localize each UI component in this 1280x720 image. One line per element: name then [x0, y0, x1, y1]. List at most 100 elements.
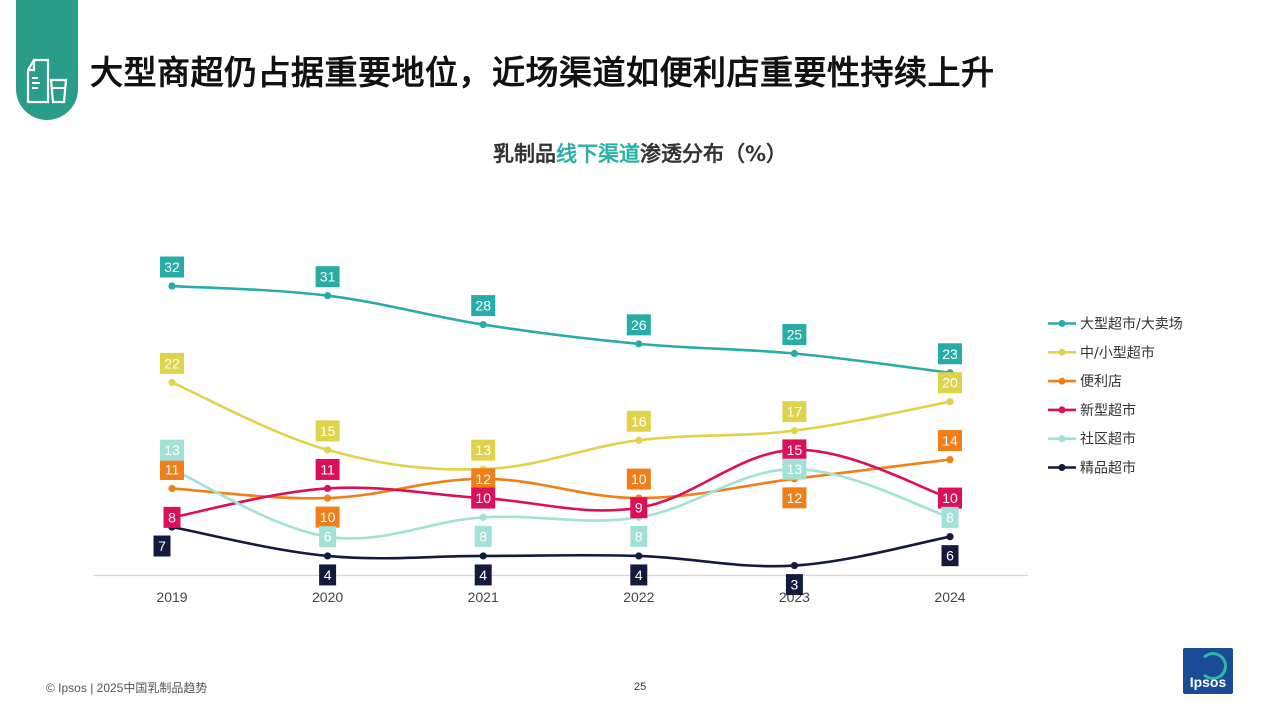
data-label-text: 8 — [479, 528, 487, 544]
data-label: 8 — [941, 506, 959, 528]
data-label-text: 31 — [320, 269, 336, 285]
data-label-text: 12 — [787, 490, 803, 506]
data-label-box — [782, 324, 807, 345]
data-label-text: 26 — [631, 317, 647, 333]
data-point — [324, 552, 332, 560]
legend-item: 大型超市/大卖场 — [1048, 316, 1183, 333]
data-label: 4 — [474, 564, 492, 586]
data-label-box — [938, 372, 962, 394]
data-point — [168, 282, 176, 290]
series-line — [170, 458, 952, 500]
data-label-text: 13 — [787, 461, 803, 477]
data-labels: 32 31 28 26 25 23 22 15 13 16 17 20 11 10 12 10 12 14 8 11 1… — [153, 256, 962, 596]
data-label-box — [163, 506, 181, 528]
data-label-box — [938, 487, 962, 509]
data-label-box — [160, 439, 184, 461]
data-label-text: 15 — [320, 423, 336, 439]
data-label-box — [315, 420, 340, 442]
slide-title: 大型商超仍占据重要地位，近场渠道如便利店重要性持续上升 — [90, 53, 995, 92]
legend-label: 社区超市 — [1080, 431, 1136, 448]
legend-marker — [1058, 348, 1066, 356]
data-label-text: 20 — [942, 375, 958, 391]
data-label-box — [941, 545, 959, 567]
data-label-box — [160, 256, 184, 278]
data-label: 10 — [315, 506, 340, 528]
data-label: 7 — [153, 535, 171, 557]
data-label: 4 — [319, 564, 337, 586]
legend-marker — [1058, 320, 1066, 327]
data-label-box — [471, 295, 496, 317]
data-label-box — [319, 526, 337, 548]
data-label: 10 — [938, 487, 962, 509]
data-label: 20 — [938, 372, 962, 394]
legend-label: 大型超市/大卖场 — [1080, 316, 1183, 333]
ipsos-logo: Ipsos — [1183, 648, 1233, 694]
data-label-text: 23 — [942, 346, 958, 362]
data-label-text: 6 — [946, 548, 954, 564]
legend-label: 中/小型超市 — [1080, 344, 1155, 361]
data-label-text: 9 — [635, 500, 643, 516]
data-label-box — [626, 410, 651, 432]
data-label: 3 — [785, 574, 803, 596]
data-label: 8 — [163, 506, 181, 528]
series-line — [170, 284, 952, 375]
series-line — [170, 467, 952, 540]
data-label-text: 12 — [475, 471, 491, 487]
x-tick-label: 2021 — [468, 589, 499, 605]
data-label-text: 13 — [475, 442, 491, 458]
data-label: 11 — [160, 458, 184, 480]
data-label: 25 — [782, 324, 807, 345]
chart-title-part2: 渗透分布（%） — [639, 142, 788, 166]
logo-tab — [16, 0, 78, 120]
legend-marker — [1058, 464, 1066, 471]
data-label-text: 7 — [158, 538, 166, 554]
data-point — [324, 292, 332, 300]
series-lines — [168, 282, 954, 570]
data-label-text: 8 — [168, 509, 176, 525]
data-label: 11 — [315, 458, 340, 480]
data-label: 8 — [474, 525, 492, 547]
data-label-box — [160, 352, 184, 374]
data-point — [790, 427, 799, 435]
data-label-text: 6 — [324, 529, 332, 545]
data-label: 32 — [160, 256, 184, 278]
data-label-text: 3 — [791, 577, 799, 593]
legend-item: 精品超市 — [1048, 460, 1136, 477]
data-label: 4 — [630, 564, 648, 586]
series-line — [170, 525, 952, 568]
data-label-box — [319, 564, 337, 586]
data-point — [324, 494, 332, 502]
data-point — [635, 436, 643, 444]
data-label-box — [471, 468, 496, 490]
data-label-box — [315, 458, 340, 480]
data-point — [946, 398, 954, 406]
data-label: 28 — [471, 295, 496, 317]
data-label: 8 — [630, 525, 648, 547]
x-tick-label: 2019 — [156, 589, 187, 605]
data-label-box — [782, 439, 807, 461]
legend-marker — [1058, 435, 1066, 443]
data-label-box — [626, 468, 651, 490]
chart-title-part1: 乳制品 — [492, 142, 556, 166]
data-label-box — [938, 343, 962, 365]
legend-item: 中/小型超市 — [1048, 344, 1155, 361]
legend-marker — [1058, 406, 1066, 414]
data-label-box — [782, 401, 807, 423]
series-line — [170, 448, 952, 519]
data-point — [479, 552, 487, 560]
series-line — [170, 381, 952, 471]
data-label: 12 — [782, 487, 807, 509]
footer-source: © Ipsos | 2025中国乳制品趋势 — [46, 681, 208, 695]
data-label-text: 25 — [787, 327, 803, 343]
legend-label: 便利店 — [1080, 374, 1122, 390]
data-label-text: 8 — [635, 528, 643, 544]
data-label: 10 — [626, 468, 651, 490]
data-label-box — [471, 487, 496, 509]
data-label-text: 14 — [942, 433, 958, 449]
data-label-box — [630, 564, 648, 586]
data-label-text: 11 — [165, 461, 180, 477]
data-label: 9 — [630, 497, 648, 519]
legend-label: 精品超市 — [1080, 460, 1136, 477]
data-label: 6 — [941, 545, 959, 567]
